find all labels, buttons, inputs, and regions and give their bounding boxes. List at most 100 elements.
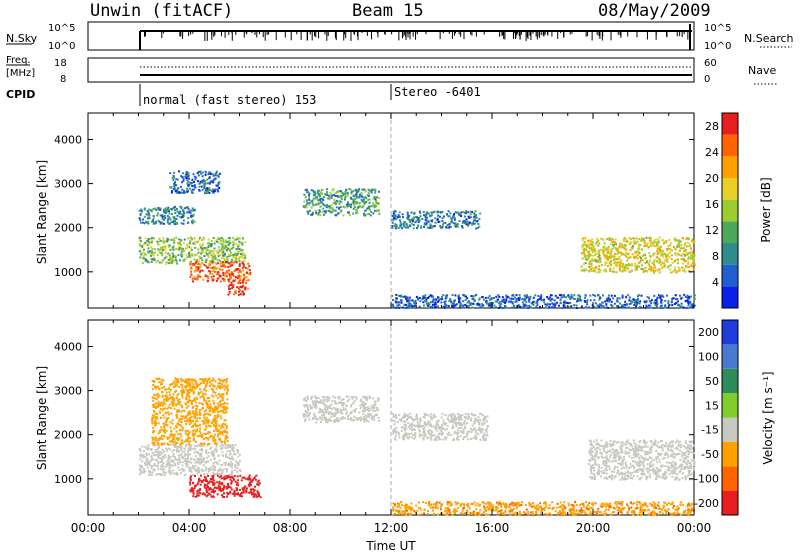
power-pixel bbox=[211, 250, 214, 253]
velocity-pixel bbox=[224, 468, 227, 470]
power-pixel bbox=[208, 187, 211, 190]
velocity-pixel bbox=[221, 393, 224, 395]
power-pixel bbox=[233, 242, 236, 245]
velocity-pixel bbox=[168, 462, 171, 465]
power-pixel bbox=[596, 240, 599, 243]
power-pixel bbox=[613, 257, 616, 260]
velocity-pixel bbox=[220, 427, 222, 430]
power-pixel bbox=[307, 211, 309, 214]
velocity-pixel bbox=[233, 453, 236, 455]
power-pixel bbox=[307, 191, 310, 194]
velocity-pixel bbox=[226, 378, 229, 380]
power-pixel bbox=[583, 240, 586, 243]
velocity-pixel bbox=[223, 442, 226, 445]
velocity-pixel bbox=[158, 381, 161, 384]
velocity-pixel bbox=[234, 460, 237, 463]
power-pixel bbox=[314, 197, 317, 200]
power-pixel bbox=[198, 182, 201, 185]
power-pixel bbox=[235, 243, 238, 246]
power-pixel bbox=[304, 189, 307, 191]
power-pixel bbox=[193, 175, 196, 178]
power-pixel bbox=[236, 250, 239, 253]
power-pixel bbox=[470, 302, 472, 305]
velocity-pixel bbox=[223, 492, 226, 495]
power-pixel bbox=[226, 275, 228, 278]
power-pixel bbox=[219, 172, 222, 175]
power-pixel bbox=[433, 305, 436, 308]
power-pixel bbox=[147, 250, 150, 253]
power-pixel bbox=[147, 222, 150, 225]
power-pixel bbox=[441, 306, 444, 309]
power-pixel bbox=[158, 251, 161, 254]
power-pixel bbox=[403, 223, 406, 226]
power-pixel bbox=[363, 212, 366, 215]
velocity-pixel bbox=[161, 449, 164, 452]
power-pixel bbox=[623, 303, 626, 306]
power-pixel bbox=[644, 257, 647, 260]
power-pixel bbox=[205, 247, 208, 250]
velocity-pixel bbox=[363, 419, 366, 422]
velocity-pixel bbox=[155, 416, 158, 419]
power-pixel bbox=[212, 190, 215, 193]
velocity-pixel bbox=[367, 420, 370, 423]
power-pixel bbox=[691, 303, 694, 306]
power-pixel bbox=[609, 243, 612, 246]
power-pixel bbox=[627, 253, 630, 256]
power-pixel bbox=[459, 305, 462, 308]
power-pixel bbox=[583, 268, 586, 270]
velocity-pixel bbox=[177, 463, 180, 466]
power-pixel bbox=[199, 266, 202, 268]
velocity-pixel bbox=[230, 482, 233, 485]
power-pixel bbox=[167, 217, 170, 220]
power-pixel bbox=[242, 273, 245, 276]
power-pixel bbox=[326, 205, 329, 208]
power-pixel bbox=[583, 254, 586, 257]
power-pixel bbox=[240, 285, 243, 288]
power-pixel bbox=[169, 260, 171, 263]
velocity-pixel bbox=[147, 444, 150, 447]
power-pixel bbox=[454, 294, 457, 297]
power-pixel bbox=[675, 239, 678, 242]
power-pixel bbox=[444, 302, 447, 305]
velocity-pixel bbox=[180, 415, 183, 418]
velocity-pixel bbox=[203, 416, 206, 419]
power-pixel bbox=[364, 209, 367, 212]
power-pixel bbox=[603, 242, 606, 245]
power-pixel bbox=[654, 303, 657, 306]
power-pixel bbox=[495, 306, 498, 309]
power-pixel bbox=[224, 265, 227, 268]
velocity-pixel bbox=[222, 489, 224, 492]
power-pixel bbox=[183, 238, 186, 241]
power-pixel bbox=[160, 252, 163, 255]
power-pixel bbox=[340, 209, 343, 212]
power-pixel bbox=[660, 295, 663, 298]
power-pixel bbox=[189, 275, 192, 278]
power-pixel bbox=[415, 216, 418, 219]
power-pixel bbox=[354, 197, 357, 200]
power-pixel bbox=[436, 218, 439, 221]
velocity-pixel bbox=[153, 397, 156, 400]
velocity-pixel bbox=[186, 434, 189, 437]
velocity-pixel bbox=[206, 406, 209, 409]
power-pixel bbox=[312, 190, 315, 192]
power-pixel bbox=[403, 221, 406, 223]
power-pixel bbox=[575, 300, 578, 303]
velocity-pixel bbox=[199, 492, 202, 495]
power-pixel bbox=[398, 294, 401, 297]
velocity-pixel bbox=[195, 419, 198, 422]
power-pixel bbox=[180, 251, 183, 253]
velocity-pixel bbox=[161, 401, 164, 404]
power-pixel bbox=[195, 253, 198, 256]
power-ylabel: Slant Range [km] bbox=[35, 160, 49, 264]
velocity-pixel bbox=[187, 466, 190, 469]
power-pixel bbox=[461, 226, 464, 229]
power-pixel bbox=[373, 188, 376, 191]
power-pixel bbox=[182, 172, 185, 175]
power-pixel bbox=[208, 171, 211, 174]
velocity-pixel bbox=[194, 380, 196, 383]
power-pixel bbox=[649, 241, 652, 244]
power-pixel bbox=[179, 210, 182, 213]
power-pixel bbox=[167, 206, 170, 209]
power-pixel bbox=[208, 191, 211, 194]
power-pixel bbox=[154, 222, 157, 225]
